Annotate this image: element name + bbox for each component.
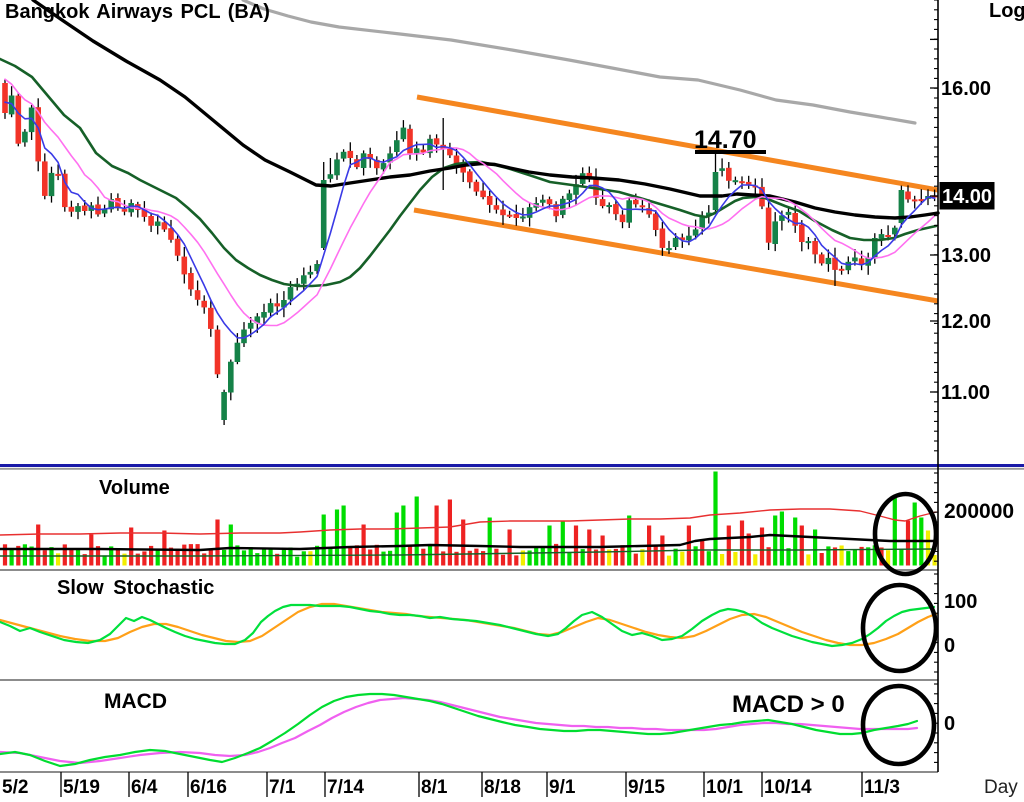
svg-text:6/4: 6/4 <box>131 777 158 797</box>
svg-text:Log: Log <box>989 0 1024 22</box>
svg-text:5/2: 5/2 <box>2 777 28 797</box>
svg-text:8/1: 8/1 <box>421 777 448 797</box>
svg-text:8/18: 8/18 <box>484 777 521 797</box>
svg-text:6/16: 6/16 <box>190 777 227 797</box>
svg-text:100: 100 <box>944 591 977 613</box>
svg-text:9/1: 9/1 <box>549 777 576 797</box>
svg-text:11/3: 11/3 <box>864 777 900 797</box>
svg-text:0: 0 <box>944 713 955 735</box>
svg-text:7/14: 7/14 <box>327 777 364 797</box>
svg-text:MACD: MACD <box>104 690 167 713</box>
svg-text:MACD > 0: MACD > 0 <box>732 691 845 718</box>
svg-text:10/1: 10/1 <box>706 777 743 797</box>
svg-text:5/19: 5/19 <box>63 777 100 797</box>
svg-text:14.70: 14.70 <box>694 126 757 154</box>
svg-text:Slow Stochastic: Slow Stochastic <box>57 577 214 599</box>
svg-text:12.00: 12.00 <box>941 311 991 333</box>
svg-text:0: 0 <box>944 635 955 657</box>
svg-text:11.00: 11.00 <box>941 382 990 404</box>
svg-text:16.00: 16.00 <box>941 78 991 100</box>
svg-text:7/1: 7/1 <box>269 777 296 797</box>
svg-text:200000: 200000 <box>944 500 1014 523</box>
svg-text:Bangkok Airways PCL (BA): Bangkok Airways PCL (BA) <box>5 1 270 23</box>
svg-text:Day: Day <box>984 777 1018 797</box>
svg-text:10/14: 10/14 <box>764 777 812 797</box>
svg-text:Volume: Volume <box>99 477 170 499</box>
svg-text:9/15: 9/15 <box>628 777 665 797</box>
svg-text:14.00: 14.00 <box>942 186 992 208</box>
svg-text:13.00: 13.00 <box>941 245 991 267</box>
